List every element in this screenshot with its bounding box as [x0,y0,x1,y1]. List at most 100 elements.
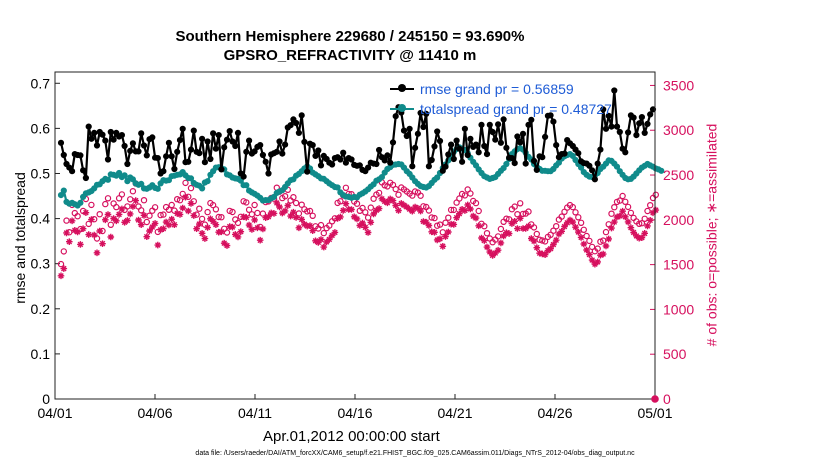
obs-assimilated-point [251,216,258,224]
obs-possible-point [251,201,258,209]
obs-assimilated-point [187,200,195,207]
rmse-point [298,112,305,119]
left-tick-label: 0.2 [31,301,51,317]
obs-assimilated-point [79,225,87,232]
obs-assimilated-point [284,202,292,209]
rmse-point [140,142,148,149]
obs-assimilated-point [583,246,590,254]
obs-possible-point [395,191,402,198]
legend-label-totalspread: totalspread grand pr = 0.48727 [420,101,612,117]
obs-possible-point [74,212,81,220]
obs-assimilated-point [137,221,145,228]
obs-assimilated-point [627,224,635,231]
rmse-point [196,150,203,157]
obs-assimilated-point [611,218,618,226]
obs-assimilated-point [143,233,151,240]
rmse-point [508,155,515,162]
left-tick-label: 0.3 [31,256,51,272]
rmse-point [636,120,643,127]
rmse-point [287,122,294,129]
rmse-point [409,163,416,170]
obs-assimilated-point [301,220,308,228]
obs-possible-point [611,203,618,211]
obs-assimilated-point [486,248,494,256]
obs-assimilated-point [569,218,577,226]
rmse-point [613,123,621,130]
rmse-point [127,147,134,154]
obs-possible-point [641,215,648,222]
rmse-point [589,167,596,174]
obs-assimilated-point [375,205,383,212]
obs-assimilated-point [528,235,535,242]
right-tick-label: 1500 [663,257,694,273]
obs-assimilated-point [212,221,220,228]
totalspread-point [500,165,507,172]
rmse-point [389,139,397,146]
totalspread-point [138,180,145,187]
rmse-point [417,109,424,117]
x-tick-label: 04/06 [137,405,172,421]
obs-possible-point [447,206,455,214]
rmse-point [602,125,610,132]
obs-possible-point [57,260,65,268]
obs-assimilated-point [566,216,574,224]
obs-assimilated-point [445,228,452,236]
obs-assimilated-point [489,252,496,259]
obs-possible-point [60,248,68,255]
left-axis: 0 0.1 0.2 0.3 0.4 0.5 0.6 0.7 [31,75,60,407]
rmse-point [373,160,380,168]
obs-assimilated-point [577,234,585,241]
rmse-point [600,106,607,113]
totalspread-point [503,160,510,168]
right-tick-label: 3000 [663,122,694,138]
obs-possible-point [151,204,159,211]
rmse-point [210,130,217,137]
rmse-point [467,135,474,142]
obs-assimilated-point [248,226,256,233]
obs-assimilated-point [66,238,73,245]
rmse-point [257,142,264,149]
obs-assimilated-point [356,222,364,229]
rmse-point [425,163,432,170]
obs-assimilated-point [503,229,510,236]
rmse-point [337,156,344,163]
rmse-point [171,165,178,173]
rmse-point [118,132,126,139]
left-tick-label: 0.1 [31,346,51,362]
obs-assimilated-point [586,251,593,258]
obs-assimilated-point [110,215,117,222]
rmse-point [448,141,455,148]
obs-assimilated-point [442,233,449,240]
rmse-point [528,116,535,123]
rmse-point [495,121,502,128]
obs-possible-point [304,208,311,215]
obs-possible-point [580,226,588,233]
obs-assimilated-point [409,207,416,215]
obs-assimilated-point [331,229,339,236]
obs-assimilated-point [469,212,477,220]
obs-assimilated-point [555,230,563,238]
rmse-point [143,152,150,159]
obs-assimilated-point [638,234,646,241]
obs-possible-point [157,211,164,219]
obs-assimilated-point [337,213,344,221]
rmse-point [630,114,637,121]
rmse-series [57,87,657,183]
obs-assimilated-point [309,227,316,234]
obs-assimilated-point [364,229,372,236]
rmse-point [168,153,175,160]
obs-assimilated-point [118,205,126,213]
obs-assimilated-point [207,215,214,223]
rmse-point [312,152,319,159]
obs-assimilated-point [403,203,411,211]
obs-possible-point [126,196,134,203]
obs-assimilated-point [431,229,438,236]
obs-assimilated-point [591,260,599,268]
rmse-point [185,158,192,165]
obs-possible-point [182,179,189,187]
chart-title: Southern Hemisphere 229680 / 245150 = 93… [175,28,525,45]
obs-assimilated-series [57,193,660,280]
rmse-point [107,128,114,136]
obs-possible-point [594,245,601,252]
